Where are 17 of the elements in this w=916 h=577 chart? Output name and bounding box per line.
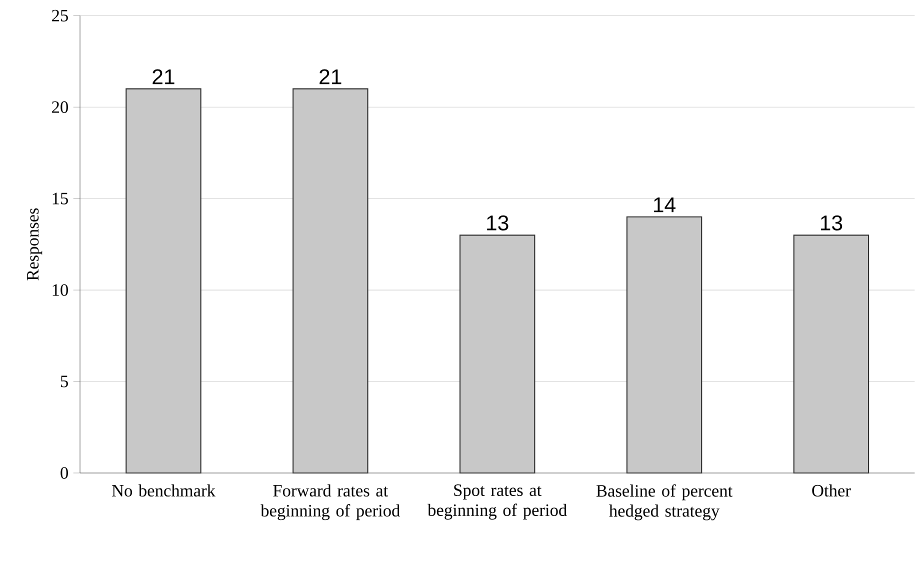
x-tick-label: Forward rates at beginning of period: [260, 484, 400, 520]
y-tick-label: 10: [52, 284, 68, 296]
y-tick-label: 5: [60, 376, 68, 388]
data-label: 14: [654, 197, 676, 212]
x-tick-label: Spot rates at beginning of period: [428, 484, 567, 520]
x-tick-label: Baseline of percent hedged strategy: [596, 484, 733, 520]
data-label: 21: [152, 69, 174, 84]
y-tick-label: 15: [52, 192, 68, 204]
y-tick-label: 20: [52, 101, 68, 113]
data-label: 21: [320, 69, 342, 84]
x-tick-label: No benchmark: [112, 484, 216, 497]
data-label: 13: [487, 215, 508, 230]
x-tick-label: Other: [812, 484, 851, 497]
y-tick-label: 25: [52, 10, 68, 22]
y-tick-label: 0: [60, 467, 68, 479]
y-axis-title: Responses: [27, 208, 42, 280]
data-label: 13: [820, 215, 842, 230]
